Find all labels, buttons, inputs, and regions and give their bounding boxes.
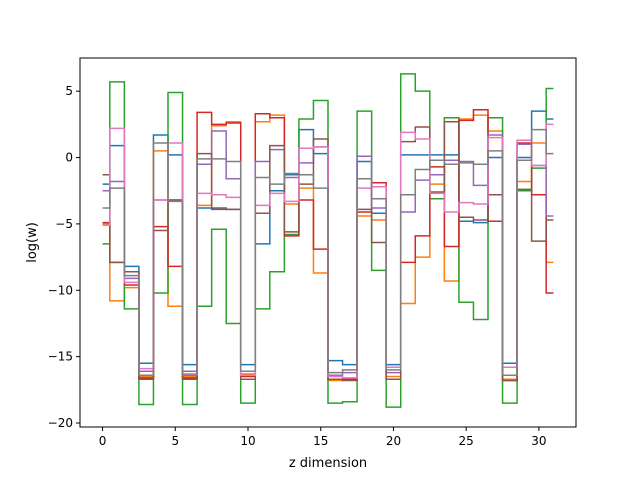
x-tick-label: 15 [313, 434, 328, 448]
y-tick-label: −10 [48, 283, 73, 297]
y-tick-label: −20 [48, 416, 73, 430]
y-tick-label: 0 [65, 151, 73, 165]
y-axis-label: log(w) [25, 222, 40, 263]
x-tick-label: 25 [459, 434, 474, 448]
axes-frame [79, 57, 577, 428]
y-tick-label: 5 [65, 84, 73, 98]
x-tick-label: 30 [531, 434, 546, 448]
x-tick-label: 0 [99, 434, 107, 448]
y-tick-label: −15 [48, 350, 73, 364]
x-tick-label: 10 [240, 434, 255, 448]
y-tick-label: −5 [55, 217, 73, 231]
series-line-8 [102, 128, 554, 376]
y-axis: 5 0 −5 −10 −15 −20 [48, 84, 80, 430]
x-tick-label: 20 [386, 434, 401, 448]
x-axis-label: z dimension [289, 456, 367, 471]
x-tick-label: 5 [171, 434, 179, 448]
x-axis: 0 5 10 15 20 25 30 [99, 427, 547, 448]
plot-area [102, 73, 554, 408]
